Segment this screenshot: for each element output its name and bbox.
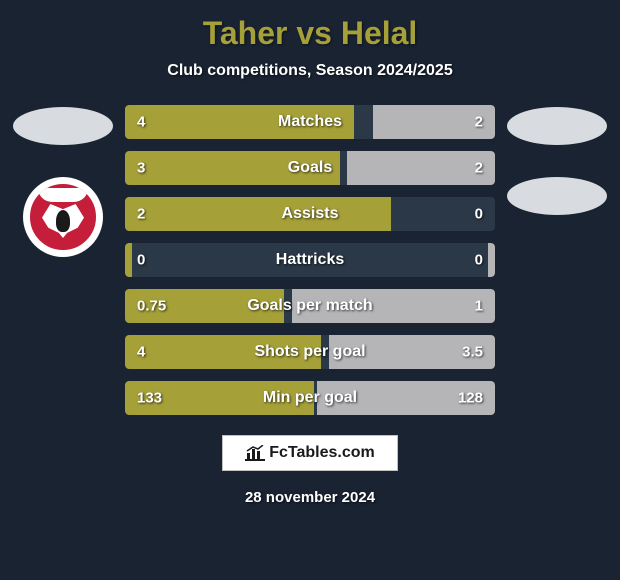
stats-column: Matches 4 2 Goals 3 2 Assists 2 0 Hattricks 0 0 Goal… (125, 105, 495, 415)
player1-value: 0.75 (137, 298, 166, 315)
player1-value: 2 (137, 206, 145, 223)
stat-label: Goals (288, 159, 332, 177)
player2-club-placeholder (507, 177, 607, 215)
player1-bar (125, 243, 132, 277)
page-title: Taher vs Helal (203, 15, 418, 52)
player1-avatar-placeholder (13, 107, 113, 145)
player1-club-badge (23, 177, 103, 257)
player2-bar (347, 151, 495, 185)
stat-row: Goals per match 0.75 1 (125, 289, 495, 323)
al-ahly-badge-icon (28, 182, 98, 252)
player2-value: 1 (475, 298, 483, 315)
chart-icon (245, 445, 265, 461)
player1-value: 3 (137, 160, 145, 177)
player2-value: 2 (475, 160, 483, 177)
player2-value: 2 (475, 114, 483, 131)
stat-label: Shots per goal (254, 343, 365, 361)
player1-column (13, 105, 113, 415)
stat-row: Matches 4 2 (125, 105, 495, 139)
stat-label: Matches (278, 113, 342, 131)
main-container: Taher vs Helal Club competitions, Season… (0, 0, 620, 580)
player1-value: 0 (137, 252, 145, 269)
player1-value: 133 (137, 390, 162, 407)
player2-value: 0 (475, 252, 483, 269)
stat-row: Assists 2 0 (125, 197, 495, 231)
player2-column (507, 105, 607, 415)
player1-value: 4 (137, 114, 145, 131)
player2-value: 0 (475, 206, 483, 223)
comparison-area: Matches 4 2 Goals 3 2 Assists 2 0 Hattricks 0 0 Goal… (10, 105, 610, 415)
stat-row: Min per goal 133 128 (125, 381, 495, 415)
stat-row: Shots per goal 4 3.5 (125, 335, 495, 369)
player2-value: 128 (458, 390, 483, 407)
subtitle: Club competitions, Season 2024/2025 (167, 62, 452, 80)
player1-bar (125, 197, 391, 231)
brand-box[interactable]: FcTables.com (222, 435, 398, 471)
stat-label: Goals per match (247, 297, 372, 315)
player2-bar (488, 243, 495, 277)
date-label: 28 november 2024 (245, 489, 375, 506)
stat-row: Goals 3 2 (125, 151, 495, 185)
player2-avatar-placeholder (507, 107, 607, 145)
stat-label: Hattricks (276, 251, 344, 269)
player1-value: 4 (137, 344, 145, 361)
brand-label: FcTables.com (269, 444, 375, 462)
player2-value: 3.5 (462, 344, 483, 361)
stat-label: Min per goal (263, 389, 357, 407)
stat-label: Assists (282, 205, 339, 223)
stat-row: Hattricks 0 0 (125, 243, 495, 277)
